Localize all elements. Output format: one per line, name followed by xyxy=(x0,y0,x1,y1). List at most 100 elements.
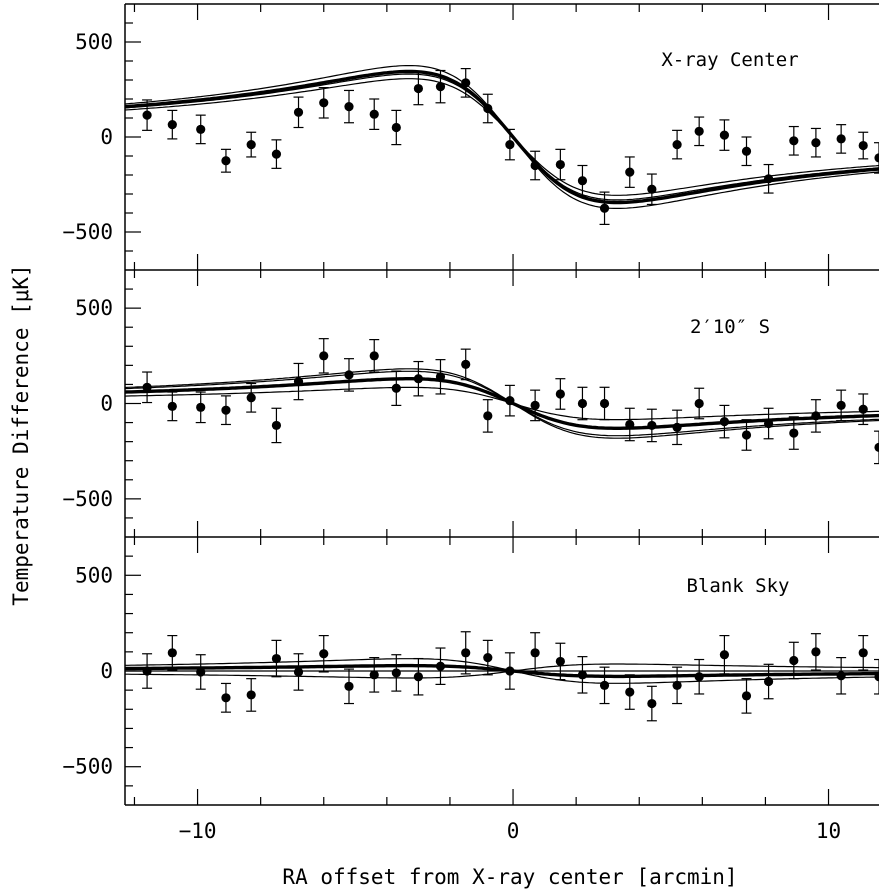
data-point xyxy=(555,159,565,170)
data-point xyxy=(599,203,610,213)
data-point xyxy=(672,422,682,432)
data-point xyxy=(293,376,304,387)
data-point xyxy=(836,400,846,411)
data-point xyxy=(694,126,704,136)
data-point xyxy=(221,405,231,415)
data-point xyxy=(789,428,799,438)
data-point xyxy=(413,672,423,682)
data-point xyxy=(672,680,682,690)
x-axis-title: RA offset from X-ray center [arcmin] xyxy=(282,865,737,889)
x-tick-label: 0 xyxy=(507,819,520,843)
data-point xyxy=(789,136,799,146)
data-point xyxy=(836,134,846,144)
data-point xyxy=(719,417,730,427)
data-point xyxy=(625,167,635,177)
data-point xyxy=(811,138,821,148)
data-point xyxy=(221,693,231,703)
data-point xyxy=(647,184,657,194)
data-point xyxy=(719,130,730,140)
data-point xyxy=(577,398,588,409)
y-tick-label: −500 xyxy=(62,220,113,244)
data-point xyxy=(167,401,177,411)
data-point xyxy=(763,418,774,429)
y-tick-label: 500 xyxy=(75,563,113,587)
model-curve-3 xyxy=(125,663,879,679)
data-point xyxy=(858,140,868,151)
best-fit-curve xyxy=(125,663,879,679)
data-point xyxy=(369,670,379,680)
panels: −500 0 500 X-ray Center −500 0 500 2′10″ S −500 0… xyxy=(62,4,879,843)
y-tick-label: −500 xyxy=(62,755,113,779)
data-point xyxy=(319,98,329,108)
data-point xyxy=(196,402,206,412)
data-point xyxy=(391,122,401,133)
data-point xyxy=(505,666,515,676)
data-point xyxy=(530,160,540,171)
data-point xyxy=(391,668,401,678)
model-curve-3 xyxy=(124,65,879,209)
data-point xyxy=(599,398,610,409)
data-point xyxy=(483,653,493,663)
data-point xyxy=(483,103,493,114)
panel-1: −500 0 500 X-ray Center xyxy=(62,4,879,270)
panel-label: X-ray Center xyxy=(661,49,798,71)
data-point xyxy=(858,404,868,414)
y-tick-label: 500 xyxy=(75,296,113,320)
data-point xyxy=(741,146,752,156)
data-point xyxy=(836,671,846,681)
data-point xyxy=(719,650,730,660)
data-point xyxy=(221,156,231,166)
y-tick-label: 0 xyxy=(100,392,113,416)
data-point xyxy=(142,110,152,120)
data-point xyxy=(167,120,177,130)
data-point xyxy=(874,153,879,163)
panel-label: Blank Sky xyxy=(687,575,790,597)
data-point xyxy=(167,648,177,658)
data-point xyxy=(142,382,152,392)
data-point xyxy=(741,691,752,701)
data-point xyxy=(625,687,635,697)
data-point xyxy=(505,396,515,406)
data-point xyxy=(577,176,588,186)
data-point xyxy=(413,83,423,94)
data-point xyxy=(319,351,329,361)
data-point xyxy=(672,140,682,150)
data-point xyxy=(142,666,152,676)
data-point xyxy=(741,430,752,440)
data-point xyxy=(858,648,868,658)
data-point xyxy=(811,411,821,421)
y-tick-label: 0 xyxy=(100,125,113,149)
data-point xyxy=(435,82,446,92)
data-point xyxy=(647,420,657,431)
data-point xyxy=(246,140,256,150)
data-point xyxy=(369,351,379,361)
data-point xyxy=(461,78,471,88)
data-point xyxy=(647,698,657,709)
data-point xyxy=(271,653,282,664)
model-curve-3 xyxy=(124,368,879,439)
data-point xyxy=(461,359,471,370)
data-point xyxy=(874,672,879,682)
data-point xyxy=(483,411,493,421)
y-tick-label: −500 xyxy=(62,487,113,511)
y-axis-title: Temperature Difference [μK] xyxy=(9,264,33,605)
data-point xyxy=(694,672,704,682)
data-point xyxy=(435,372,446,382)
data-point xyxy=(271,149,282,159)
data-point xyxy=(293,107,304,117)
data-point xyxy=(694,398,704,409)
data-point xyxy=(344,370,354,380)
data-point xyxy=(763,174,774,184)
data-point xyxy=(391,383,401,393)
data-point xyxy=(344,102,354,112)
model-curve-1 xyxy=(124,386,879,421)
data-point xyxy=(246,393,256,403)
data-point xyxy=(874,442,879,452)
data-point xyxy=(196,667,206,677)
data-point xyxy=(413,374,423,384)
x-tick-label: −10 xyxy=(179,819,217,843)
x-tick-label: 10 xyxy=(816,819,841,843)
data-point xyxy=(599,680,610,690)
data-point xyxy=(763,676,774,687)
